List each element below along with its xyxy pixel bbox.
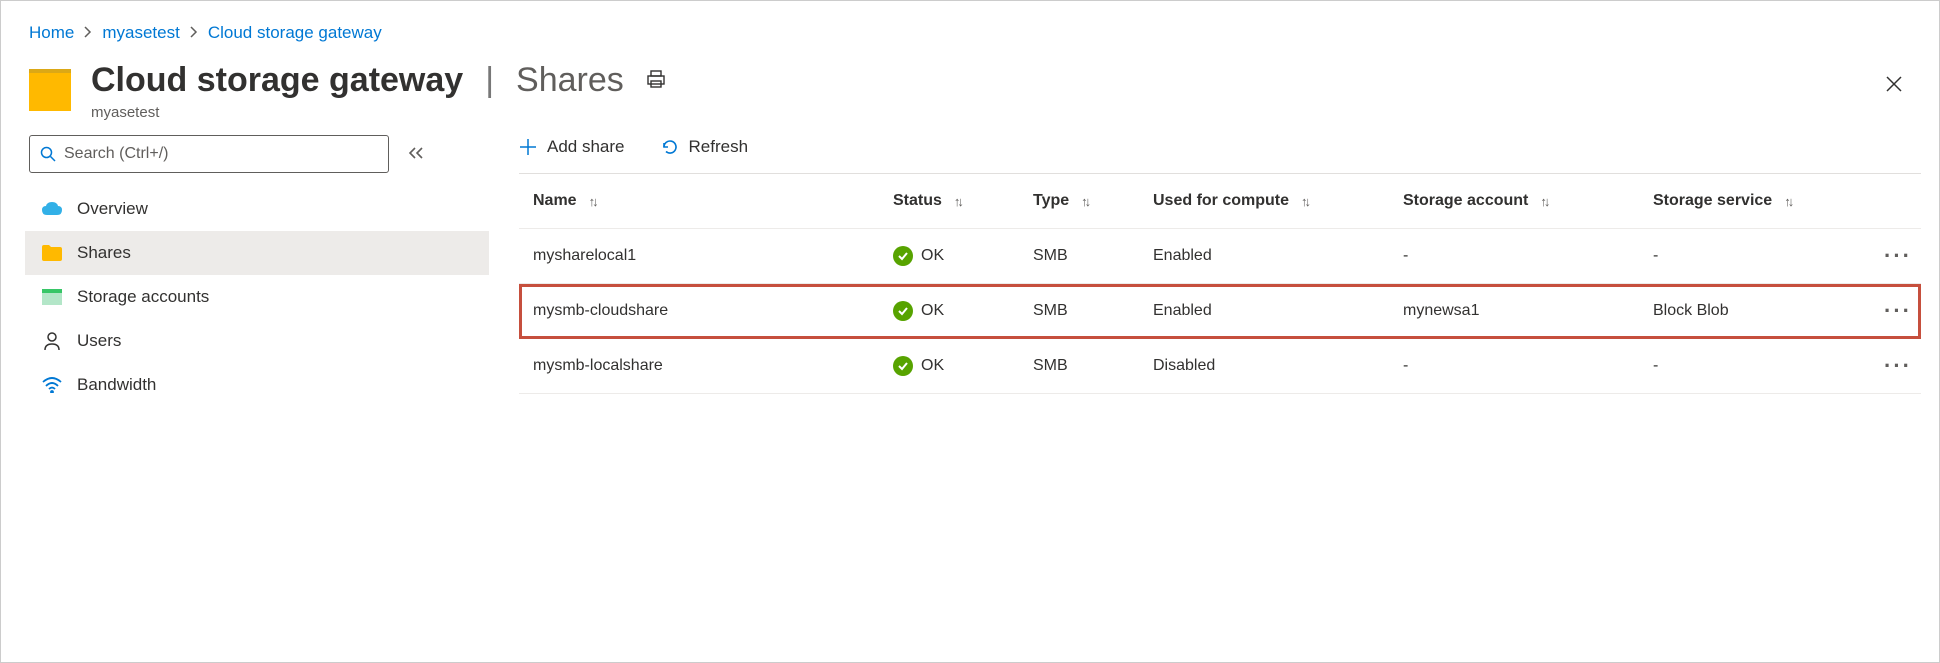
- cloud-icon: [41, 199, 63, 219]
- sidebar-item-users[interactable]: Users: [25, 319, 489, 363]
- status-ok-icon: [893, 356, 913, 376]
- cell-service: -: [1639, 247, 1849, 265]
- table-row[interactable]: mysmb-localshareOKSMBDisabled--···: [519, 339, 1921, 394]
- page-subtitle: Shares: [516, 61, 624, 100]
- row-more-icon[interactable]: ···: [1884, 298, 1912, 324]
- chevron-right-icon: [84, 25, 92, 41]
- sidebar-item-overview[interactable]: Overview: [25, 187, 489, 231]
- cell-service: -: [1639, 357, 1849, 375]
- status-ok-icon: [893, 301, 913, 321]
- folder-icon: [41, 243, 63, 263]
- resource-name: myasetest: [91, 104, 1911, 121]
- sort-icon: ↑↓: [1301, 194, 1308, 209]
- col-service[interactable]: Storage service↑↓: [1639, 192, 1849, 210]
- close-icon[interactable]: [1879, 69, 1909, 105]
- chevron-right-icon: [190, 25, 198, 41]
- search-icon: [40, 146, 56, 162]
- plus-icon: [519, 138, 537, 156]
- row-more-icon[interactable]: ···: [1884, 243, 1912, 269]
- shares-table: Name↑↓ Status↑↓ Type↑↓ Used for compute↑…: [519, 174, 1921, 394]
- sidebar-item-label: Bandwidth: [77, 375, 156, 395]
- sidebar-item-label: Users: [77, 331, 121, 351]
- cell-account: mynewsa1: [1389, 302, 1639, 320]
- cell-status: OK: [879, 301, 1019, 321]
- cell-account: -: [1389, 247, 1639, 265]
- page-header: Cloud storage gateway | Shares myasetest: [1, 61, 1939, 135]
- sort-icon: ↑↓: [589, 194, 596, 209]
- refresh-icon: [661, 138, 679, 156]
- breadcrumb-home[interactable]: Home: [29, 23, 74, 43]
- print-icon[interactable]: [646, 69, 666, 92]
- cell-name: mysharelocal1: [519, 247, 879, 265]
- sidebar-item-storage-accounts[interactable]: Storage accounts: [25, 275, 489, 319]
- table-row[interactable]: mysmb-cloudshareOKSMBEnabledmynewsa1Bloc…: [519, 284, 1921, 339]
- refresh-button[interactable]: Refresh: [661, 137, 749, 157]
- add-share-label: Add share: [547, 137, 625, 157]
- cell-status: OK: [879, 246, 1019, 266]
- sidebar-item-label: Overview: [77, 199, 148, 219]
- table-row[interactable]: mysharelocal1OKSMBEnabled--···: [519, 229, 1921, 284]
- col-account[interactable]: Storage account↑↓: [1389, 192, 1639, 210]
- sidebar: Overview Shares Storage accounts Users B…: [19, 135, 489, 407]
- cell-type: SMB: [1019, 357, 1139, 375]
- refresh-label: Refresh: [689, 137, 749, 157]
- col-type[interactable]: Type↑↓: [1019, 192, 1139, 210]
- cell-compute: Enabled: [1139, 247, 1389, 265]
- user-icon: [41, 331, 63, 351]
- main-content: Add share Refresh Name↑↓ Status↑↓ Type↑↓…: [489, 135, 1921, 407]
- row-more-icon[interactable]: ···: [1884, 353, 1912, 379]
- cell-name: mysmb-cloudshare: [519, 302, 879, 320]
- sort-icon: ↑↓: [1784, 194, 1791, 209]
- wifi-icon: [41, 375, 63, 395]
- collapse-sidebar-icon[interactable]: [407, 144, 425, 165]
- toolbar: Add share Refresh: [519, 135, 1921, 174]
- breadcrumb-page[interactable]: Cloud storage gateway: [208, 23, 382, 43]
- folder-icon: [29, 69, 71, 111]
- title-divider: |: [485, 61, 494, 100]
- sidebar-item-label: Shares: [77, 243, 131, 263]
- col-status[interactable]: Status↑↓: [879, 192, 1019, 210]
- page-title: Cloud storage gateway: [91, 61, 463, 100]
- add-share-button[interactable]: Add share: [519, 137, 625, 157]
- cell-compute: Disabled: [1139, 357, 1389, 375]
- col-compute[interactable]: Used for compute↑↓: [1139, 192, 1389, 210]
- cell-account: -: [1389, 357, 1639, 375]
- search-input-wrap[interactable]: [29, 135, 389, 173]
- cell-status: OK: [879, 356, 1019, 376]
- breadcrumb-resource[interactable]: myasetest: [102, 23, 179, 43]
- status-ok-icon: [893, 246, 913, 266]
- sidebar-item-shares[interactable]: Shares: [25, 231, 489, 275]
- breadcrumb: Home myasetest Cloud storage gateway: [1, 1, 1939, 61]
- cell-type: SMB: [1019, 247, 1139, 265]
- sort-icon: ↑↓: [1540, 194, 1547, 209]
- cell-compute: Enabled: [1139, 302, 1389, 320]
- cell-name: mysmb-localshare: [519, 357, 879, 375]
- sort-icon: ↑↓: [954, 194, 961, 209]
- search-input[interactable]: [64, 145, 378, 163]
- sidebar-item-bandwidth[interactable]: Bandwidth: [25, 363, 489, 407]
- cell-service: Block Blob: [1639, 302, 1849, 320]
- sidebar-item-label: Storage accounts: [77, 287, 209, 307]
- cell-type: SMB: [1019, 302, 1139, 320]
- col-name[interactable]: Name↑↓: [519, 192, 879, 210]
- sort-icon: ↑↓: [1081, 194, 1088, 209]
- storage-icon: [41, 287, 63, 307]
- table-header: Name↑↓ Status↑↓ Type↑↓ Used for compute↑…: [519, 174, 1921, 229]
